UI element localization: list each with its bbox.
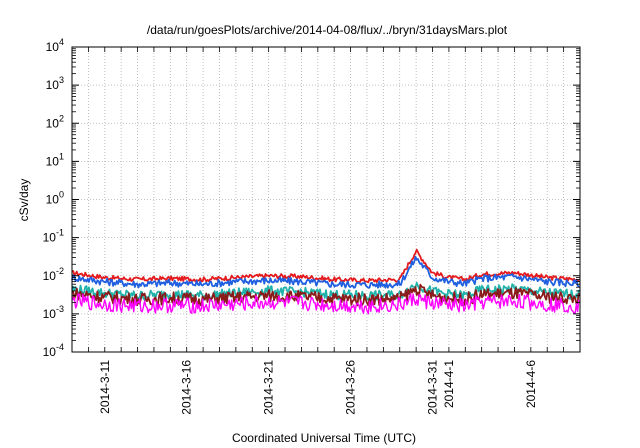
- y-tick-label: 104: [46, 37, 64, 54]
- y-tick-label-exponent: 1: [59, 151, 64, 161]
- y-tick-label: 10-2: [43, 266, 64, 283]
- y-tick-label: 102: [46, 113, 64, 130]
- y-tick-label-base: 10: [43, 307, 57, 321]
- x-tick-label: 2014-3-11: [98, 360, 112, 414]
- y-tick-label: 100: [46, 190, 64, 207]
- x-tick-labels: 2014-3-11 2014-3-16 2014-3-21 2014-3-26 2014…: [98, 360, 538, 415]
- y-tick-label: 10-3: [43, 304, 64, 321]
- y-tick-label-base: 10: [46, 193, 60, 207]
- y-tick-label-base: 10: [46, 78, 60, 92]
- chart: /data/run/goesPlots/archive/2014-04-08/f…: [0, 0, 640, 448]
- y-tick-label: 10-1: [43, 228, 64, 245]
- y-tick-label-exponent: -4: [56, 342, 64, 352]
- x-tick-label: 2014-3-21: [262, 360, 276, 415]
- y-tick-label: 103: [46, 75, 64, 92]
- y-tick-label-base: 10: [43, 345, 57, 359]
- y-tick-label: 101: [46, 151, 64, 168]
- y-tick-label-exponent: 3: [59, 75, 64, 85]
- chart-title: /data/run/goesPlots/archive/2014-04-08/f…: [147, 23, 508, 37]
- y-tick-label-exponent: 2: [59, 113, 64, 123]
- x-tick-label: 2014-3-16: [180, 360, 194, 415]
- y-tick-label-base: 10: [43, 269, 57, 283]
- y-tick-label-exponent: -2: [56, 266, 64, 276]
- y-tick-label-exponent: -1: [56, 228, 64, 238]
- y-tick-label-base: 10: [46, 116, 60, 130]
- y-tick-label: 10-4: [43, 342, 64, 359]
- series-line-2: [72, 257, 579, 288]
- y-tick-label-exponent: -3: [56, 304, 64, 314]
- x-tick-label: 2014-3-31: [426, 360, 440, 415]
- y-tick-label-base: 10: [46, 154, 60, 168]
- y-axis-label: cSv/day: [17, 179, 31, 222]
- x-axis-label: Coordinated Universal Time (UTC): [232, 431, 416, 445]
- x-tick-label: 2014-3-26: [344, 360, 358, 415]
- y-tick-label-base: 10: [43, 231, 57, 245]
- series-layer: [72, 250, 579, 314]
- x-tick-label: 2014-4-6: [524, 360, 538, 408]
- y-tick-label-exponent: 0: [59, 190, 64, 200]
- y-tick-label-exponent: 4: [59, 37, 64, 47]
- y-tick-label-base: 10: [46, 40, 60, 54]
- x-tick-label: 2014-4-1: [442, 360, 456, 408]
